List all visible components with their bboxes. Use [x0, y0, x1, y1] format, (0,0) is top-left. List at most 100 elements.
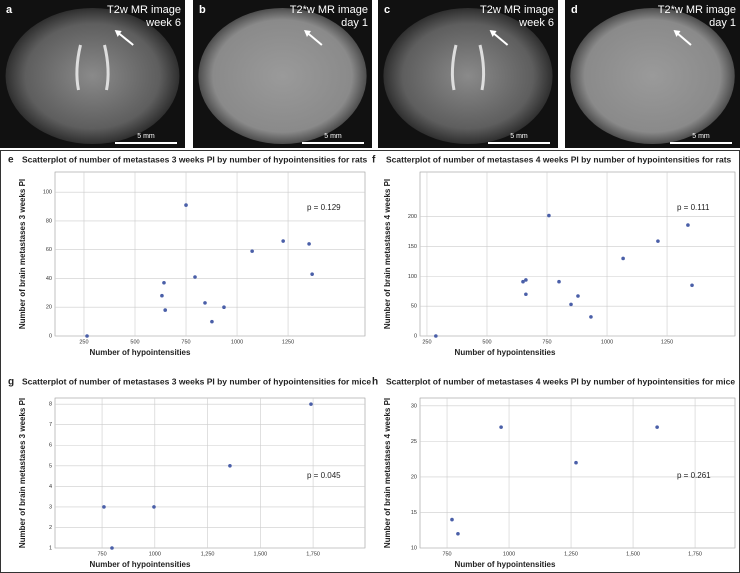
y-tick-label: 5	[49, 463, 52, 469]
chart-title: Scatterplot of number of metastases 3 we…	[22, 376, 371, 386]
arrow	[676, 32, 692, 46]
image-caption: day 1	[709, 17, 736, 29]
y-tick-label: 6	[49, 443, 52, 449]
point	[576, 294, 580, 298]
x-axis-label: Number of hypointensities	[455, 348, 556, 357]
x-axis-label: Number of hypointensities	[455, 560, 556, 569]
point	[656, 239, 660, 243]
x-tick-label: 1250	[282, 339, 294, 345]
panel-label: h	[372, 377, 378, 388]
point	[621, 256, 625, 261]
x-tick-label: 1,750	[688, 551, 702, 557]
y-tick-label: 50	[411, 304, 417, 310]
arrow	[306, 32, 323, 46]
point	[163, 308, 168, 312]
annotation: p = 0.129	[307, 203, 341, 212]
y-tick-label: 20	[46, 305, 52, 311]
y-tick-label: 3	[49, 504, 52, 510]
brain	[383, 8, 553, 144]
scale-label: 5 mm	[137, 133, 155, 140]
point	[110, 546, 114, 550]
panel-label: b	[199, 4, 206, 16]
arrow-head	[673, 30, 681, 37]
point	[162, 280, 166, 285]
arrow-head	[489, 30, 497, 37]
annotation: p = 0.261	[677, 471, 711, 480]
annotation: p = 0.111	[677, 203, 710, 212]
x-tick-label: 1250	[661, 339, 673, 345]
image-caption: week 6	[145, 17, 181, 29]
x-tick-label: 1000	[601, 339, 613, 345]
y-tick-label: 20	[411, 474, 417, 480]
arrow	[492, 32, 509, 46]
x-tick-label: 1,250	[564, 551, 578, 557]
x-tick-label: 250	[79, 339, 88, 345]
point	[152, 505, 156, 509]
x-tick-label: 1000	[231, 339, 243, 345]
image-caption: T2w MR image	[107, 4, 181, 16]
panel-label: a	[6, 4, 13, 16]
image-caption: week 6	[518, 17, 554, 29]
point	[102, 505, 106, 509]
panel-label: g	[8, 377, 14, 388]
point	[574, 460, 578, 465]
x-tick-label: 1,750	[306, 551, 320, 557]
x-tick-label: 750	[442, 551, 451, 557]
brain	[570, 8, 735, 144]
point	[690, 283, 694, 288]
point	[281, 239, 285, 243]
y-axis-label: Number of brain metastases 3 weeks PI	[18, 179, 27, 329]
ventricle	[75, 44, 110, 91]
point	[85, 334, 89, 338]
y-tick-label: 4	[49, 484, 52, 490]
x-tick-label: 750	[97, 551, 106, 557]
x-tick-label: 1000	[503, 551, 515, 557]
point	[524, 278, 528, 282]
y-tick-label: 80	[46, 218, 52, 224]
y-tick-label: 60	[46, 247, 52, 253]
y-tick-label: 200	[408, 214, 417, 220]
y-tick-label: 8	[49, 402, 52, 408]
point	[450, 517, 454, 522]
plot-area	[419, 397, 736, 549]
image-caption: day 1	[341, 17, 368, 29]
point	[686, 223, 690, 227]
y-axis-label: Number of brain metastases 4 weeks PI	[383, 398, 392, 548]
point	[250, 249, 254, 253]
x-tick-label: 500	[130, 339, 139, 345]
point	[160, 293, 164, 298]
y-tick-label: 100	[43, 190, 52, 196]
x-tick-label: 750	[181, 339, 190, 345]
scale-label: 5 mm	[692, 133, 710, 140]
point	[547, 213, 551, 218]
y-tick-label: 7	[49, 422, 52, 428]
ventricle	[450, 44, 486, 91]
point	[203, 301, 207, 305]
point	[222, 305, 226, 310]
y-tick-label: 40	[46, 276, 52, 282]
panel-label: e	[8, 155, 14, 166]
plot-area	[419, 171, 736, 337]
y-tick-label: 10	[411, 545, 417, 551]
point	[569, 302, 573, 307]
panel-label: f	[372, 155, 376, 166]
point	[521, 279, 525, 284]
y-axis-label: Number of brain metastases 4 weeks PI	[383, 179, 392, 329]
y-tick-label: 15	[411, 510, 417, 516]
point	[193, 275, 197, 279]
panel-label: c	[384, 4, 390, 16]
x-tick-label: 1000	[149, 551, 161, 557]
x-axis-label: Number of hypointensities	[90, 348, 191, 357]
point	[589, 315, 593, 319]
point	[210, 319, 214, 324]
brain	[198, 8, 367, 144]
image-caption: T2*w MR image	[290, 4, 368, 16]
y-tick-label: 0	[414, 333, 417, 339]
x-tick-label: 500	[482, 339, 491, 345]
y-tick-label: 0	[49, 333, 52, 339]
x-tick-label: 1,250	[201, 551, 215, 557]
point	[557, 279, 561, 284]
y-tick-label: 25	[411, 439, 417, 445]
y-axis-label: Number of brain metastases 3 weeks PI	[18, 398, 27, 548]
